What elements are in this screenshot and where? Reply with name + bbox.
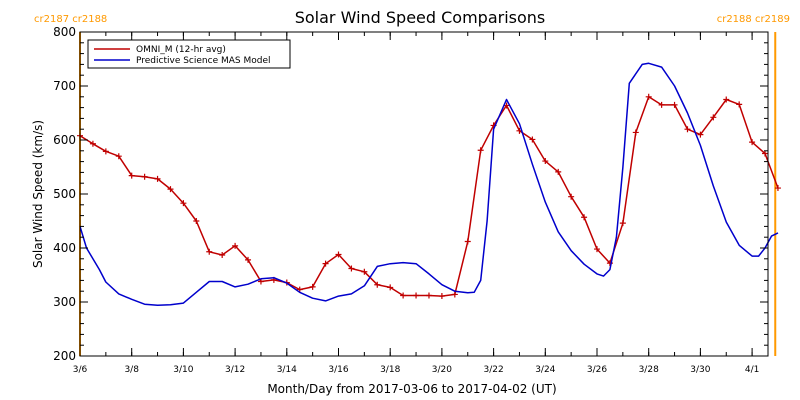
x-tick-label: 4/1 — [745, 365, 759, 375]
legend-box — [87, 39, 291, 69]
data-point — [335, 251, 342, 258]
data-point — [774, 185, 781, 192]
data-point — [464, 238, 471, 245]
y-tick-label: 400 — [53, 241, 76, 255]
series-layer — [77, 62, 781, 306]
x-tick-label: 3/30 — [690, 365, 710, 375]
data-point — [438, 293, 445, 300]
data-point — [309, 283, 316, 290]
x-tick-label: 3/28 — [639, 365, 659, 375]
data-point — [154, 175, 161, 182]
axes: 200 300 400 500 600 700 800 3/6 3/8 3/10 3/12 3/14 3… — [53, 25, 769, 375]
data-point — [451, 291, 458, 298]
x-tick-label: 3/24 — [535, 365, 555, 375]
data-point — [387, 284, 394, 291]
data-point — [361, 268, 368, 275]
chart-title: Solar Wind Speed Comparisons — [295, 8, 546, 27]
data-point — [658, 101, 665, 108]
data-point — [542, 158, 549, 165]
data-point — [425, 292, 432, 299]
data-point — [245, 256, 252, 263]
x-tick-label: 3/20 — [432, 365, 452, 375]
data-point — [232, 242, 239, 249]
data-point — [749, 139, 756, 146]
legend-label-mas: Predictive Science MAS Model — [136, 56, 271, 66]
data-point — [115, 153, 122, 160]
data-point — [736, 101, 743, 108]
data-point — [89, 140, 96, 147]
data-point — [710, 114, 717, 121]
data-point — [128, 172, 135, 179]
x-tick-label: 3/18 — [380, 365, 400, 375]
y-tick-label: 300 — [53, 295, 76, 309]
x-tick-label: 3/10 — [173, 365, 193, 375]
legend: OMNI_M (12-hr avg)Predictive Science MAS… — [87, 39, 291, 69]
data-point — [413, 292, 420, 299]
y-tick-label: 600 — [53, 133, 76, 147]
data-point — [632, 129, 639, 136]
data-point — [555, 168, 562, 175]
data-point — [193, 218, 200, 224]
carrington-marker-label: cr2187 cr2188 — [34, 14, 107, 25]
y-tick-label: 700 — [53, 79, 76, 93]
data-point — [762, 150, 769, 157]
x-tick-label: 3/8 — [124, 365, 139, 375]
data-point — [529, 136, 536, 143]
legend-label-omni: OMNI_M (12-hr avg) — [136, 45, 226, 55]
x-axis-label: Month/Day from 2017-03-06 to 2017-04-02 … — [267, 382, 556, 396]
x-tick-label: 3/26 — [587, 365, 607, 375]
data-point — [645, 93, 652, 100]
data-point — [322, 260, 329, 267]
y-axis-label: Solar Wind Speed (km/s) — [31, 120, 45, 268]
carrington-marker-label: cr2188 cr2189 — [717, 14, 790, 25]
data-point — [141, 173, 148, 180]
data-point — [581, 214, 588, 221]
mas-model-series-line — [79, 62, 779, 306]
data-point — [374, 281, 381, 288]
data-point — [594, 246, 600, 253]
data-point — [102, 148, 109, 155]
data-point — [477, 147, 484, 154]
data-point — [219, 252, 226, 259]
data-point — [619, 220, 626, 227]
y-tick-label: 200 — [53, 349, 76, 363]
x-tick-label: 3/22 — [483, 365, 503, 375]
y-tick-label: 800 — [53, 25, 76, 39]
data-point — [723, 96, 730, 103]
data-point — [400, 292, 407, 299]
x-tick-label: 3/14 — [277, 365, 297, 375]
x-tick-label: 3/6 — [73, 365, 88, 375]
data-point — [348, 265, 355, 272]
y-tick-label: 500 — [53, 187, 76, 201]
data-point — [180, 200, 187, 207]
x-tick-label: 3/16 — [328, 365, 348, 375]
data-point — [568, 193, 575, 200]
data-point — [206, 248, 213, 255]
x-tick-label: 3/12 — [225, 365, 245, 375]
data-point — [697, 131, 704, 138]
data-point — [671, 101, 678, 108]
data-point — [684, 126, 691, 133]
data-point — [167, 186, 174, 193]
